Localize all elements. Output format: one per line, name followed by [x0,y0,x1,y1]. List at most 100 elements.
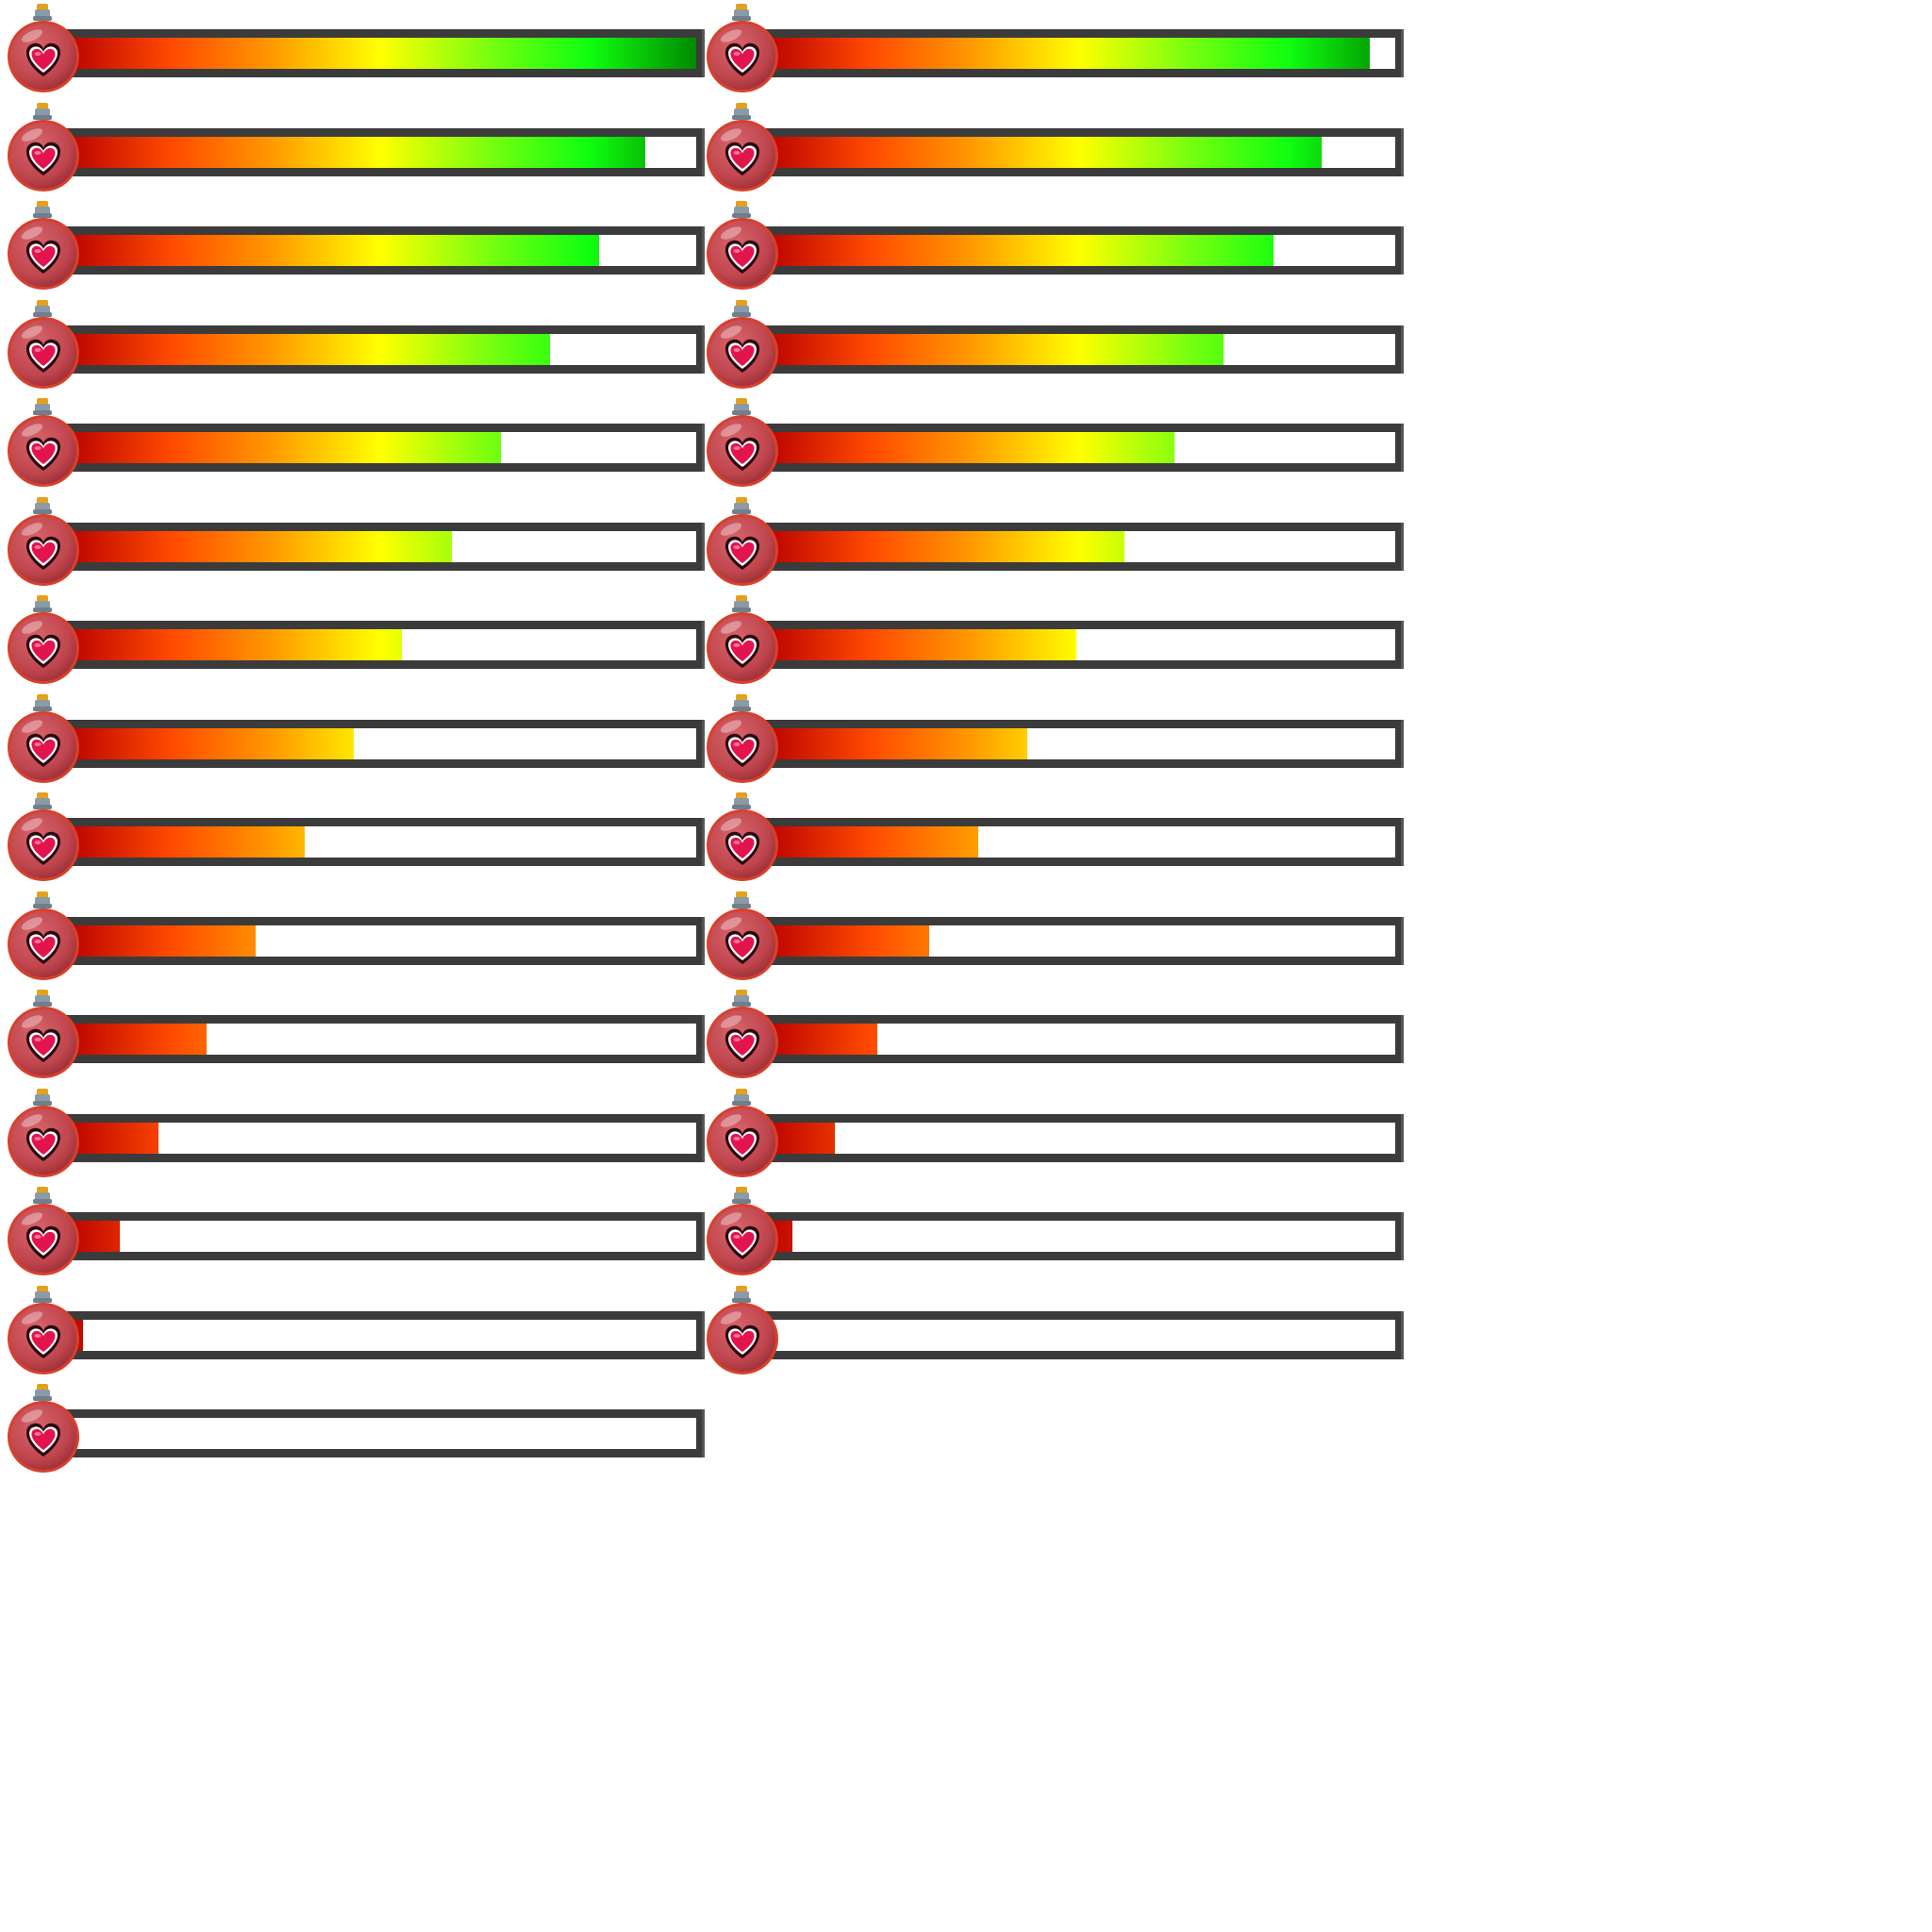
health-bar-row [703,1282,1406,1376]
health-bar-row [703,789,1406,881]
health-bar-frame [58,226,705,275]
health-bar-row [703,888,1406,980]
heart-potion-icon [4,103,83,193]
health-bar-fill [763,826,979,858]
health-bar-frame [58,29,705,77]
health-bar-frame [758,523,1404,571]
health-bar-row [4,789,707,881]
health-bar-fill [763,531,1125,562]
health-bar-row [703,691,1406,783]
health-bar-fill [763,137,1323,168]
health-bar-frame [58,424,705,472]
health-bar-frame [758,325,1404,374]
health-bar-frame [58,621,705,669]
health-bar-frame [758,917,1404,965]
heart-potion-icon [703,792,782,883]
health-bar-frame [758,720,1404,768]
health-bar-row [703,591,1406,684]
health-bar-fill [64,728,354,759]
heart-potion-icon [4,4,83,94]
heart-potion-icon [4,1187,83,1277]
heart-potion-icon [703,990,782,1080]
health-bar-frame [758,1114,1404,1162]
health-bar-frame [758,1212,1404,1260]
health-bar-row [4,0,707,94]
heart-potion-icon [4,694,83,785]
heart-potion-icon [4,595,83,686]
health-bar-row [4,1282,707,1376]
health-bar-frame [58,1114,705,1162]
health-bar-fill [64,925,256,957]
health-bar-row [703,0,1406,94]
health-bar-fill [64,629,402,660]
heart-potion-icon [703,103,782,193]
health-bar-frame [758,1311,1404,1359]
heart-potion-icon [703,694,782,785]
heart-potion-icon [4,891,83,982]
health-bar-frame [758,226,1404,275]
health-bar-row [703,394,1406,487]
health-bar-frame [758,128,1404,176]
health-bar-fill [763,629,1077,660]
health-bar-row [4,394,707,487]
health-bar-row [4,197,707,290]
health-bar-row [4,986,707,1078]
heart-potion-icon [4,497,83,588]
health-bar-frame [758,1015,1404,1063]
health-bar-row [703,197,1406,291]
health-bar-frame [58,1015,705,1063]
health-bar-fill [763,925,930,957]
heart-potion-icon [703,1286,782,1376]
health-bar-frame [58,1409,705,1457]
health-bar-frame [58,1311,705,1359]
heart-potion-icon [4,1089,83,1179]
health-bar-row [4,99,707,193]
health-bar-row [4,591,707,684]
health-bar-fill [64,531,452,562]
heart-potion-icon [4,1286,83,1376]
heart-potion-icon [703,201,782,291]
health-bar-fill [64,235,599,266]
health-bar-fill [64,38,696,69]
heart-potion-icon [703,4,782,94]
health-bar-frame [58,325,705,374]
health-bar-fill [64,137,646,168]
health-bar-fill [763,334,1224,365]
health-bar-row [703,986,1406,1078]
heart-potion-icon [703,595,782,686]
health-bar-frame [58,128,705,176]
health-bar-fill [763,235,1274,266]
health-bar-frame [58,818,705,866]
health-bar-frame [758,29,1404,77]
health-bar-row [4,296,707,389]
health-bar-fill [64,826,305,858]
health-bar-frame [58,1212,705,1260]
heart-potion-icon [703,1089,782,1179]
health-bar-row [703,1085,1406,1177]
health-bar-frame [758,818,1404,866]
health-bar-fill [64,334,550,365]
health-bar-frame [58,917,705,965]
health-bar-row [4,1085,707,1177]
heart-potion-icon [4,792,83,883]
health-bar-row [4,691,707,783]
health-bar-fill [64,1024,208,1055]
health-bar-row [4,888,707,980]
heart-potion-icon [703,891,782,982]
health-bar-frame [58,523,705,571]
heart-potion-icon [4,990,83,1080]
health-bar-fill [763,1024,878,1055]
health-bar-frame [758,621,1404,669]
heart-potion-icon [703,1187,782,1277]
heart-potion-icon [4,1384,83,1474]
heart-potion-icon [703,497,782,588]
health-bar-row [703,99,1406,193]
health-bar-fill [763,728,1028,759]
health-bar-fill [763,432,1175,463]
health-bar-row [703,493,1406,586]
health-bar-fill [763,38,1371,69]
health-bar-frame [58,720,705,768]
heart-potion-icon [703,300,782,391]
health-bar-frame [758,424,1404,472]
